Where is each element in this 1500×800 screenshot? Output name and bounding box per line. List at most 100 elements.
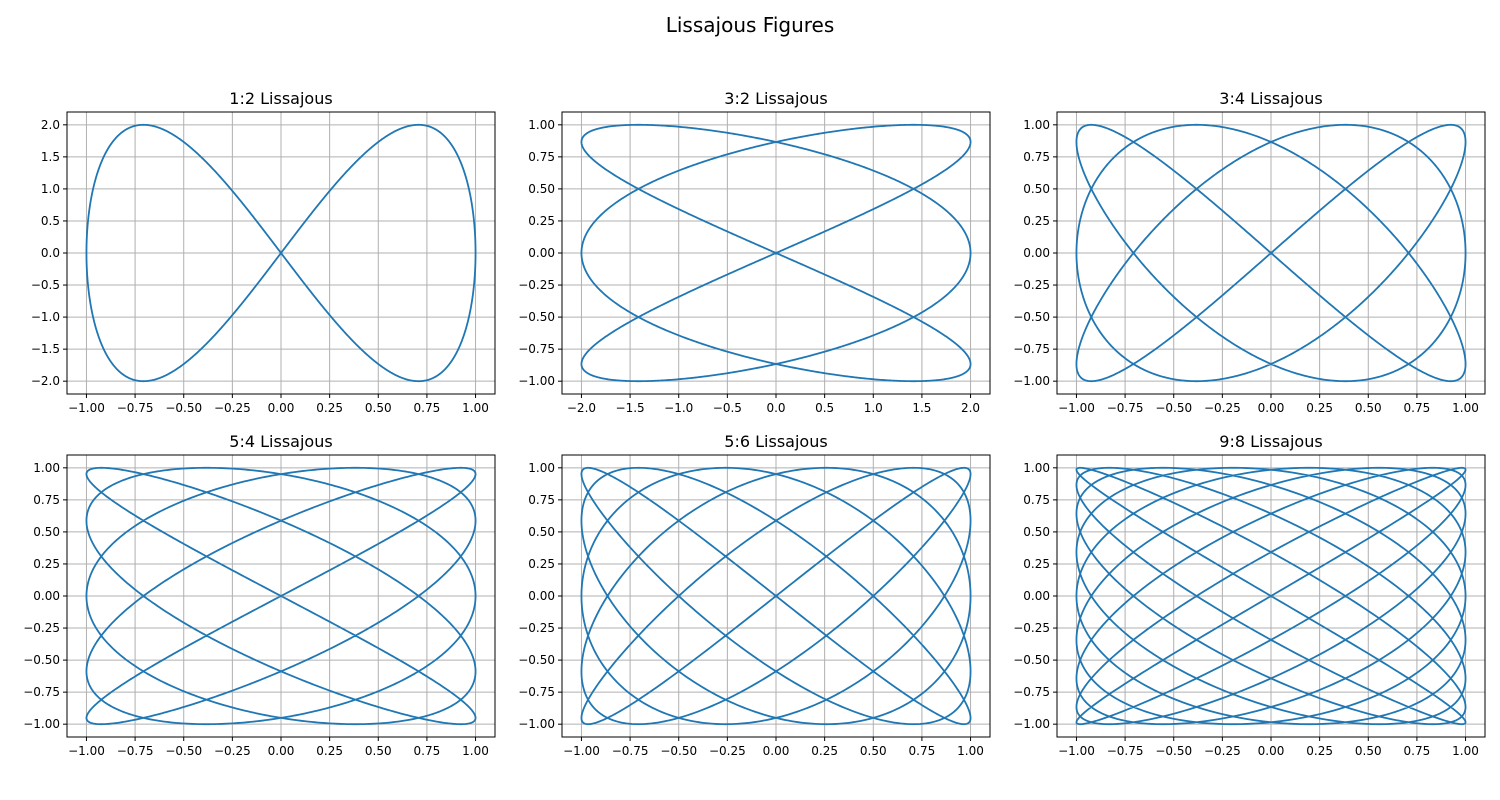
subplot-title: 3:4 Lissajous [1219,89,1322,108]
y-tick-label: 0.75 [33,493,60,507]
y-tick-label: 0.25 [528,214,555,228]
x-tick-label: 0.50 [365,744,392,758]
x-tick-label: 1.00 [957,744,984,758]
y-tick-label: −0.75 [518,685,555,699]
y-tick-label: 2.0 [41,118,60,132]
x-tick-label: 0.75 [414,401,441,415]
x-tick-label: −1.00 [68,744,105,758]
y-tick-label: 1.0 [41,182,60,196]
y-tick-label: 0.50 [528,182,555,196]
y-tick-label: 1.00 [1023,461,1050,475]
lissajous-curve [85,123,477,383]
x-tick-label: 0.00 [763,744,790,758]
x-tick-label: −1.00 [1058,744,1095,758]
lissajous-curve [85,466,477,726]
y-tick-label: 0.50 [1023,182,1050,196]
y-tick-label: −0.50 [518,310,555,324]
y-tick-label: −0.25 [1013,278,1050,292]
x-tick-label: 0.25 [1306,744,1333,758]
subplot-title: 5:6 Lissajous [724,432,827,451]
subplot-5: −1.00 −0.75 −0.50 −0.25 0.00 0.25 0.50 0.75 1.00… [518,432,991,758]
x-tick-label: −1.00 [68,401,105,415]
x-tick-label: −0.50 [1155,744,1192,758]
x-tick-label: −0.75 [117,744,154,758]
x-tick-label: −2.0 [567,401,596,415]
y-tick-label: −1.0 [31,310,60,324]
x-tick-label: 2.0 [961,401,980,415]
subplot-6: −1.00 −0.75 −0.50 −0.25 0.00 0.25 0.50 0.75 1.00… [1013,432,1486,758]
y-tick-label: 0.50 [528,525,555,539]
x-tick-label: 0.50 [1355,401,1382,415]
y-tick-label: −0.75 [23,685,60,699]
y-tick-label: 1.5 [41,150,60,164]
x-tick-label: 1.00 [1452,401,1479,415]
y-tick-label: 1.00 [1023,118,1050,132]
grid [562,112,990,394]
x-tick-label: 0.25 [316,744,343,758]
y-tick-label: 0.5 [41,214,60,228]
x-tick-label: 1.0 [864,401,883,415]
y-tick-label: 0.25 [1023,214,1050,228]
x-tick-label: 0.00 [1258,401,1285,415]
x-tick-label: −0.50 [165,401,202,415]
x-tick-label: −0.75 [117,401,154,415]
y-tick-label: −0.50 [1013,310,1050,324]
y-tick-label: −0.25 [518,621,555,635]
y-tick-label: 0.75 [1023,493,1050,507]
x-tick-label: 1.00 [1452,744,1479,758]
x-tick-label: 0.50 [1355,744,1382,758]
y-tick-label: −0.50 [23,653,60,667]
x-tick-label: 0.0 [766,401,785,415]
x-tick-label: 1.00 [462,744,489,758]
x-tick-label: 0.75 [909,744,936,758]
subplot-title: 5:4 Lissajous [229,432,332,451]
subplot-1: −1.00 −0.75 −0.50 −0.25 0.00 0.25 0.50 0.75 1.00… [31,89,496,415]
subplot-title: 1:2 Lissajous [229,89,332,108]
x-tick-label: 1.00 [462,401,489,415]
figure-title: Lissajous Figures [666,13,835,37]
y-tick-label: 0.25 [528,557,555,571]
lissajous-curve [1075,466,1467,726]
x-tick-label: −1.00 [1058,401,1095,415]
y-tick-label: 0.00 [528,589,555,603]
y-tick-label: 1.00 [33,461,60,475]
x-tick-label: −0.50 [165,744,202,758]
y-tick-label: 0.00 [528,246,555,260]
y-tick-label: −0.50 [518,653,555,667]
subplot-title: 9:8 Lissajous [1219,432,1322,451]
y-tick-label: 0.00 [33,589,60,603]
y-tick-label: −0.50 [1013,653,1050,667]
x-tick-label: −0.25 [709,744,746,758]
y-tick-label: 0.50 [1023,525,1050,539]
x-tick-label: −0.25 [1204,401,1241,415]
x-tick-label: −1.0 [664,401,693,415]
y-tick-label: −0.5 [31,278,60,292]
y-tick-label: 0.00 [1023,589,1050,603]
y-tick-label: 1.00 [528,461,555,475]
x-tick-label: −1.00 [563,744,600,758]
x-tick-label: −1.5 [616,401,645,415]
y-tick-label: 0.0 [41,246,60,260]
x-tick-label: −0.75 [1107,401,1144,415]
y-tick-label: 0.75 [1023,150,1050,164]
subplot-3: −1.00 −0.75 −0.50 −0.25 0.00 0.25 0.50 0.75 1.00… [1013,89,1486,415]
subplot-4: −1.00 −0.75 −0.50 −0.25 0.00 0.25 0.50 0.75 1.00… [23,432,496,758]
y-tick-label: −0.25 [23,621,60,635]
x-tick-label: 0.00 [1258,744,1285,758]
x-tick-label: 0.25 [1306,401,1333,415]
x-tick-label: 0.50 [365,401,392,415]
y-tick-label: −0.25 [1013,621,1050,635]
y-tick-label: −1.00 [1013,374,1050,388]
y-tick-label: −1.00 [518,717,555,731]
x-tick-label: 0.25 [316,401,343,415]
y-tick-label: −0.25 [518,278,555,292]
x-tick-label: −0.25 [1204,744,1241,758]
lissajous-curve [1075,123,1467,383]
x-tick-label: 0.75 [1404,401,1431,415]
y-tick-label: 0.75 [528,150,555,164]
x-tick-label: −0.25 [214,744,251,758]
x-tick-label: −0.50 [660,744,697,758]
x-tick-label: −0.25 [214,401,251,415]
subplot-grid: −1.00 −0.75 −0.50 −0.25 0.00 0.25 0.50 0.75 1.00… [23,89,1486,758]
